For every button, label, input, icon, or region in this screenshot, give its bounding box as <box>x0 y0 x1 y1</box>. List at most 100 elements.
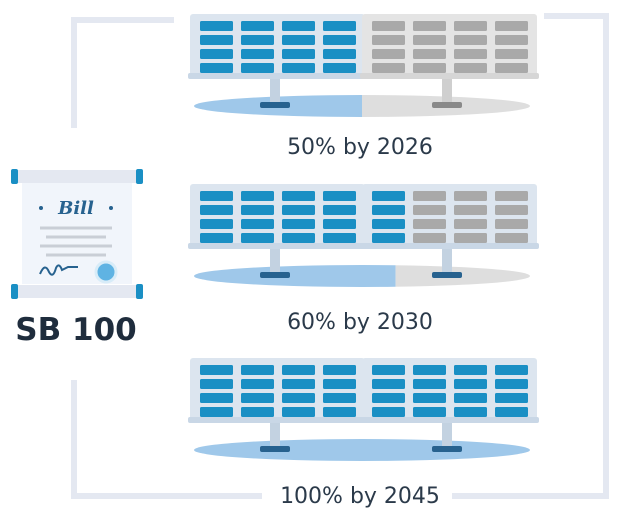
panel-cell <box>241 63 274 73</box>
panel-base <box>432 272 462 278</box>
panel-cell <box>241 219 274 229</box>
bill-label: SB 100 <box>15 312 137 348</box>
panel-cell <box>323 407 356 417</box>
panel-cell <box>454 233 487 243</box>
panel-cell <box>454 35 487 45</box>
panel-cell <box>495 407 528 417</box>
panel-rim <box>188 243 367 249</box>
panel-cell <box>413 21 446 31</box>
panel-cell <box>323 219 356 229</box>
panel-cell <box>495 365 528 375</box>
panel-cell <box>323 379 356 389</box>
panel-base <box>260 446 290 452</box>
panel-cell <box>241 21 274 31</box>
panel-cell <box>282 35 315 45</box>
panel-cell <box>413 393 446 403</box>
panel-cell <box>454 191 487 201</box>
panel-cell <box>495 393 528 403</box>
panel-base <box>260 102 290 108</box>
panel-cell <box>372 191 405 201</box>
panel-cell <box>372 393 405 403</box>
panel-group-3 <box>188 358 539 461</box>
solar-panel-groups <box>188 14 539 461</box>
panel-cell <box>413 49 446 59</box>
panel-cell <box>282 205 315 215</box>
bill-title: Bill <box>57 198 94 219</box>
ground-shadow-blue <box>194 265 396 287</box>
panel-cell <box>241 35 274 45</box>
panel-cell <box>241 379 274 389</box>
panel-cell <box>495 205 528 215</box>
panel-cell <box>323 365 356 375</box>
panel-cell <box>241 407 274 417</box>
panel-cell <box>282 21 315 31</box>
panel-cell <box>282 379 315 389</box>
panel-cell <box>200 191 233 201</box>
panel-cell <box>454 365 487 375</box>
bracket-top-right <box>452 13 609 499</box>
panel-cell <box>200 393 233 403</box>
panel-cell <box>495 219 528 229</box>
panel-group-2 <box>188 184 539 287</box>
panel-cell <box>454 21 487 31</box>
panel-cell <box>282 393 315 403</box>
panel-cell <box>372 365 405 375</box>
panel-cell <box>454 393 487 403</box>
panel-cell <box>454 205 487 215</box>
signature-mark <box>39 264 78 276</box>
bill-text-lines <box>40 226 112 257</box>
panel-rim <box>188 417 367 423</box>
panel-cell <box>413 63 446 73</box>
panel-cell <box>372 219 405 229</box>
panel-cell <box>282 233 315 243</box>
bracket-bottom-left <box>71 380 262 499</box>
panel-post <box>270 420 280 446</box>
panel-group-1 <box>188 14 539 117</box>
panel-cell <box>200 205 233 215</box>
panel-cell <box>241 365 274 375</box>
panel-post <box>442 76 452 102</box>
panel-cell <box>282 63 315 73</box>
milestone-label-1: 50% by 2026 <box>287 135 433 160</box>
panel-cell <box>495 233 528 243</box>
panel-cell <box>323 191 356 201</box>
panel-cell <box>495 35 528 45</box>
panel-cell <box>372 233 405 243</box>
panel-cell <box>200 49 233 59</box>
panel-rim <box>360 417 539 423</box>
panel-cell <box>241 49 274 59</box>
panel-frame <box>362 14 537 76</box>
panel-cell <box>200 21 233 31</box>
panel-frame <box>362 358 537 420</box>
panel-cell <box>454 63 487 73</box>
panel-cell <box>495 63 528 73</box>
panel-cell <box>372 49 405 59</box>
panel-cell <box>372 379 405 389</box>
scroll-icon: Bill <box>11 169 143 299</box>
panel-post <box>442 420 452 446</box>
panel-cell <box>200 365 233 375</box>
panel-cell <box>372 35 405 45</box>
milestone-label-2: 60% by 2030 <box>287 310 433 335</box>
panel-base <box>260 272 290 278</box>
panel-cell <box>495 191 528 201</box>
panel-cell <box>454 49 487 59</box>
panel-rim <box>188 73 367 79</box>
panel-cell <box>454 407 487 417</box>
panel-cell <box>372 205 405 215</box>
panel-frame <box>190 184 365 246</box>
panel-cell <box>241 191 274 201</box>
panel-rim <box>360 243 539 249</box>
bracket-top-left <box>71 17 174 128</box>
panel-cell <box>200 407 233 417</box>
panel-cell <box>495 379 528 389</box>
panel-cell <box>413 407 446 417</box>
bracket-frame <box>71 13 609 499</box>
panel-cell <box>413 191 446 201</box>
panel-frame <box>190 14 365 76</box>
panel-cell <box>413 365 446 375</box>
panel-cell <box>413 219 446 229</box>
ground-shadow-blue <box>194 439 530 461</box>
panel-frame <box>362 184 537 246</box>
panel-cell <box>323 233 356 243</box>
